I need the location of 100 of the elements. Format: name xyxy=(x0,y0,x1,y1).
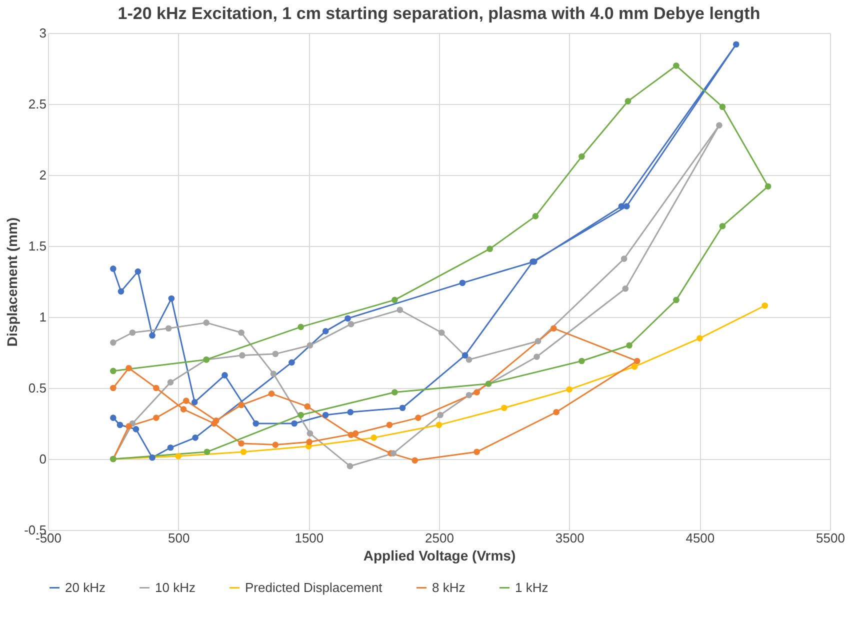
point xyxy=(110,414,116,421)
y-tick-label: 2.5 xyxy=(28,96,46,112)
point xyxy=(459,280,466,286)
point xyxy=(762,302,768,309)
point xyxy=(390,450,397,456)
point xyxy=(716,122,722,128)
y-tick-label: 1.5 xyxy=(28,238,46,254)
point xyxy=(129,329,136,336)
x-axis-title: Applied Voltage (Vrms) xyxy=(363,548,516,564)
point xyxy=(673,62,680,69)
legend-label: 8 kHz xyxy=(432,580,466,595)
point xyxy=(203,320,210,326)
point xyxy=(462,352,468,358)
point xyxy=(238,329,244,336)
point xyxy=(288,359,295,366)
point xyxy=(204,448,210,456)
point xyxy=(118,288,124,295)
y-tick-label: 0 xyxy=(39,452,46,466)
point xyxy=(386,422,393,428)
point xyxy=(534,354,540,360)
y-tick-label: 1 xyxy=(39,310,46,324)
point xyxy=(153,384,160,392)
point xyxy=(626,342,632,349)
point xyxy=(550,325,557,332)
point xyxy=(168,295,175,302)
point xyxy=(622,285,629,292)
legend-label: 20 kHz xyxy=(65,580,106,595)
point xyxy=(191,399,198,406)
point xyxy=(392,296,398,304)
point xyxy=(304,403,311,410)
point xyxy=(733,41,740,48)
chart-title: 1-20 kHz Excitation, 1 cm starting separation, plasma with 4.0 mm Debye length xyxy=(118,4,760,23)
point xyxy=(501,404,508,412)
point xyxy=(238,402,244,408)
point xyxy=(165,325,172,332)
point xyxy=(624,98,632,104)
point xyxy=(110,384,116,392)
point xyxy=(322,328,329,334)
point xyxy=(396,306,404,314)
point xyxy=(110,266,116,272)
point xyxy=(534,338,542,344)
point xyxy=(167,379,174,386)
point xyxy=(167,444,174,451)
point xyxy=(298,412,304,418)
legend-label: 10 kHz xyxy=(155,580,196,595)
point xyxy=(486,246,493,252)
point xyxy=(764,183,772,190)
point xyxy=(370,434,377,441)
point xyxy=(624,203,630,210)
point xyxy=(126,423,132,430)
point xyxy=(322,412,329,418)
point xyxy=(110,339,116,346)
point xyxy=(566,386,572,393)
point xyxy=(211,420,218,427)
point xyxy=(485,380,492,387)
point xyxy=(719,222,726,230)
point xyxy=(268,390,275,397)
point xyxy=(239,352,246,358)
point xyxy=(474,448,480,456)
point xyxy=(466,356,472,363)
point xyxy=(578,153,585,160)
y-tick-label: 0.5 xyxy=(28,380,46,396)
x-tick-label: 4500 xyxy=(686,530,715,546)
point xyxy=(474,389,480,396)
point xyxy=(352,430,359,437)
x-tick-label: 2500 xyxy=(425,530,454,546)
point xyxy=(238,440,244,447)
point xyxy=(719,104,726,110)
point xyxy=(298,324,304,330)
point xyxy=(437,412,444,418)
x-tick-label: 500 xyxy=(168,530,190,546)
x-tick-label: 5500 xyxy=(816,530,845,546)
point xyxy=(306,438,312,446)
x-tick-label: 1500 xyxy=(294,530,324,546)
point xyxy=(620,256,628,262)
point xyxy=(252,420,260,427)
y-tick-label: 3 xyxy=(39,26,46,40)
point xyxy=(291,420,298,427)
point xyxy=(116,422,124,428)
y-tick-label: 2 xyxy=(39,168,46,182)
point xyxy=(192,434,198,441)
point xyxy=(126,364,132,372)
point xyxy=(347,408,354,416)
legend-label: Predicted Displacement xyxy=(245,580,383,595)
point xyxy=(578,358,585,364)
point xyxy=(634,358,640,364)
legend-label: 1 kHz xyxy=(515,580,548,595)
point xyxy=(153,414,160,421)
point xyxy=(348,320,354,328)
point xyxy=(532,213,539,220)
point xyxy=(392,389,398,396)
point xyxy=(696,335,703,342)
point xyxy=(272,442,279,448)
point xyxy=(631,364,638,370)
point xyxy=(306,342,314,349)
point xyxy=(399,404,406,412)
point xyxy=(618,203,625,210)
point xyxy=(149,454,156,461)
point xyxy=(222,372,228,378)
point xyxy=(134,268,142,275)
